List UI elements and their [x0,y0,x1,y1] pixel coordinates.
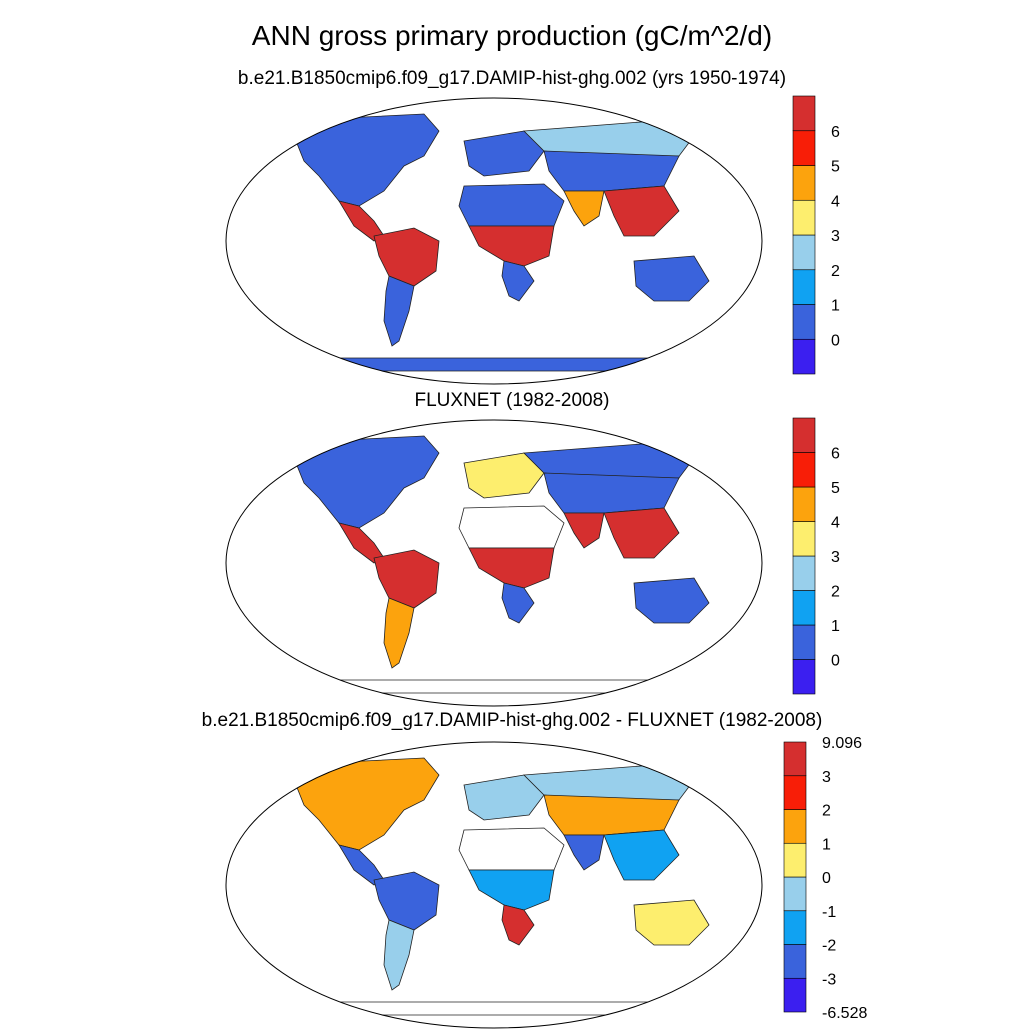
colorbar-label: 5 [831,159,840,176]
region-north-america [293,435,440,529]
region-asia-interior [543,472,680,514]
colorbar-swatch [783,910,807,945]
panel-3-colorbar: -6.528 -3 -2 -1 0 1 2 3 9.096 [783,735,867,1022]
region-south-asia [563,834,605,871]
region-southern-africa [501,582,535,624]
colorbar-label: 0 [831,653,840,670]
colorbar-swatch [792,338,816,375]
colorbar-label: -2 [822,938,836,955]
colorbar-swatch [792,165,816,201]
region-north-america [293,113,440,207]
colorbar-swatch [792,555,816,591]
colorbar-label: 3 [831,228,840,245]
colorbar-label: 4 [831,515,840,532]
colorbar-swatch [792,486,816,522]
colorbar-label: 3 [822,769,831,786]
region-south-america-south [383,275,415,347]
region-southeast-asia [603,829,680,881]
region-amazon [373,227,440,287]
colorbar-label: 4 [831,193,840,210]
region-south-asia [563,190,605,227]
colorbar-label: 0 [831,332,840,349]
colorbar-swatch [792,452,816,488]
panel-1-map [225,97,763,385]
panel-3-subtitle: b.e21.B1850cmip6.f09_g17.DAMIP-hist-ghg.… [201,710,823,731]
colorbar-label: 1 [822,836,831,853]
figure-title: ANN gross primary production (gC/m^2/d) [251,20,773,51]
region-south-america-south [383,597,415,669]
panel-2-subtitle: FLUXNET (1982-2008) [414,390,610,411]
colorbar-swatch [792,199,816,236]
region-antarctica [308,357,680,372]
region-central-africa [468,547,555,589]
panel-2-colorbar: 0 1 2 3 4 5 6 [792,417,840,695]
colorbar-swatch [792,659,816,695]
colorbar-label: 9.096 [822,735,862,752]
colorbar-label: -1 [822,904,836,921]
colorbar-swatch [792,130,816,166]
region-south-asia [563,512,605,549]
colorbar-swatch [792,521,816,557]
colorbar-swatch [783,977,807,1013]
colorbar-label: 2 [831,584,840,601]
region-amazon [373,549,440,609]
colorbar-label: 6 [831,446,840,463]
region-asia-interior [543,150,680,192]
colorbar-label: 0 [822,870,831,887]
colorbar-swatch [783,775,807,810]
region-antarctica [308,1001,680,1016]
region-siberia [523,764,695,801]
region-south-america-south [383,919,415,991]
region-sahara [458,505,565,549]
region-amazon [373,871,440,931]
region-central-africa [468,869,555,911]
panel-2-map [225,419,763,707]
panel-3-map [225,741,763,1029]
colorbar-swatch [792,304,816,340]
colorbar-label: 5 [831,480,840,497]
colorbar-swatch [792,234,816,271]
panel-1-subtitle: b.e21.B1850cmip6.f09_g17.DAMIP-hist-ghg.… [237,68,787,89]
colorbar-label: 6 [831,124,840,141]
region-southeast-asia [603,507,680,559]
colorbar-label: 3 [831,549,840,566]
region-australia [633,577,710,624]
panel-1-colorbar: 0 1 2 3 4 5 6 [792,95,840,375]
region-australia [633,899,710,946]
colorbar-swatch [792,624,816,660]
colorbar-label: -3 [822,971,836,988]
colorbar-swatch [783,741,807,777]
region-north-america [293,757,440,851]
colorbar-swatch [783,809,807,844]
region-southern-africa [501,260,535,302]
colorbar-swatch [792,417,816,453]
region-siberia [523,442,695,479]
colorbar-swatch [792,95,816,132]
colorbar-label: 1 [831,618,840,635]
region-southeast-asia [603,185,680,237]
region-sahara [458,827,565,871]
colorbar-swatch [783,842,807,878]
region-australia [633,255,710,302]
colorbar-swatch [783,876,807,912]
colorbar-label: 2 [822,803,831,820]
map-boundary [225,419,763,707]
colorbar-swatch [792,269,816,305]
region-antarctica [308,679,680,694]
colorbar-label: 2 [831,263,840,280]
region-southern-africa [501,904,535,946]
colorbar-swatch [792,590,816,626]
colorbar-label: 1 [831,298,840,315]
region-asia-interior [543,794,680,836]
colorbar-swatch [783,944,807,979]
region-sahara [458,183,565,227]
colorbar-label: -6.528 [822,1005,867,1022]
region-siberia [523,120,695,157]
map-boundary [225,97,763,385]
region-central-africa [468,225,555,267]
